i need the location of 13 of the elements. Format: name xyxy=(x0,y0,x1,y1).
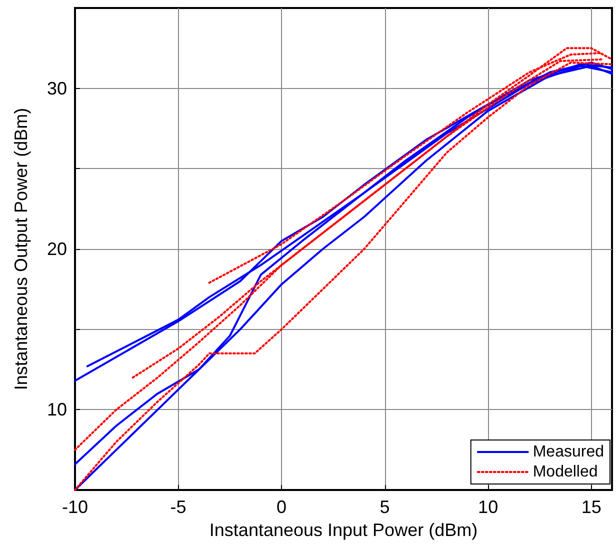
legend-label: Modelled xyxy=(532,464,598,480)
y-tick-label: 20 xyxy=(46,239,67,259)
legend-label: Measured xyxy=(532,444,604,460)
x-tick-label: 10 xyxy=(478,497,498,517)
y-tick-label: 30 xyxy=(46,78,67,98)
x-tick-label: 15 xyxy=(581,497,602,517)
y-axis-title: Instantaneous Output Power (dBm) xyxy=(11,108,31,390)
x-axis-title: Instantaneous Input Power (dBm) xyxy=(209,520,478,540)
x-tick-label: -10 xyxy=(62,497,88,517)
x-tick-label: 5 xyxy=(380,497,390,517)
x-tick-label: -5 xyxy=(170,497,186,517)
y-tick-label: 10 xyxy=(46,400,67,420)
x-tick-label: 0 xyxy=(276,497,287,517)
